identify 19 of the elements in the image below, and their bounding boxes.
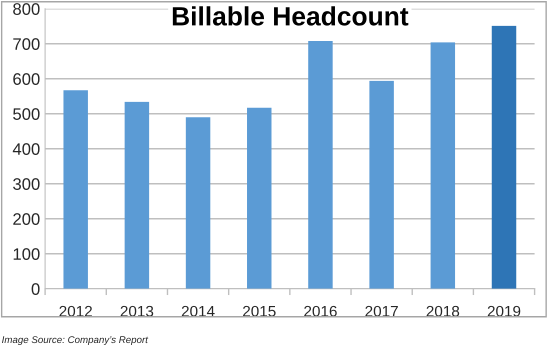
y-tick-label: 200 xyxy=(13,213,40,225)
chart-title: Billable Headcount xyxy=(172,6,408,26)
y-tick-label: 0 xyxy=(32,283,40,295)
y-tick-label: 800 xyxy=(13,3,40,15)
text: Image Source: Company’s Report xyxy=(2,336,148,346)
bar xyxy=(63,90,88,289)
bar xyxy=(430,42,456,289)
y-tick-label: 700 xyxy=(13,38,40,50)
y-tick-label: 400 xyxy=(12,143,40,155)
y-tick-label: 100 xyxy=(14,248,40,260)
bar xyxy=(186,117,210,289)
bar xyxy=(369,80,394,289)
bar xyxy=(308,40,333,289)
y-tick-label: 300 xyxy=(13,178,40,190)
bar xyxy=(124,102,150,289)
bar xyxy=(492,26,516,289)
bar xyxy=(247,108,272,289)
y-tick-label: 500 xyxy=(13,108,40,120)
y-tick-label: 600 xyxy=(13,73,40,85)
